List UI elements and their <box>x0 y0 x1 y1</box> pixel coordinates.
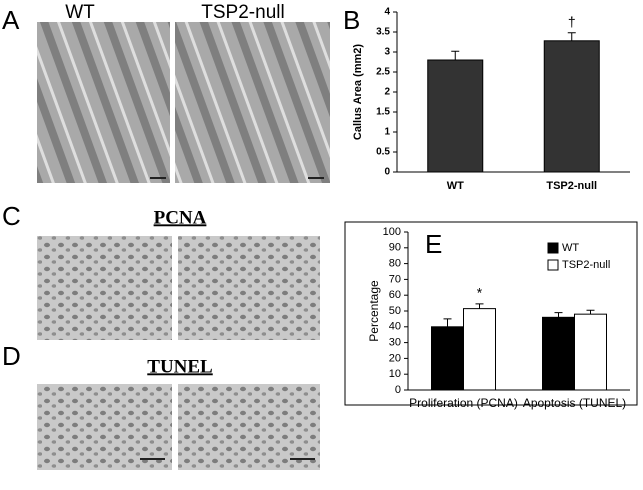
y-tick-label: 20 <box>389 352 401 364</box>
x-tick-label: Apoptosis (TUNEL) <box>523 396 626 410</box>
y-tick-label: 100 <box>383 226 401 238</box>
legend-swatch <box>547 242 559 254</box>
y-tick-label: 3 <box>384 47 390 58</box>
y-tick-label: 30 <box>389 337 401 349</box>
y-tick-label: 2.5 <box>376 67 390 78</box>
y-tick-label: 0.5 <box>376 147 390 158</box>
error-bar <box>475 303 484 309</box>
micrograph <box>37 236 172 340</box>
error-bar <box>586 309 595 315</box>
panel-label: A <box>2 5 20 35</box>
micrograph <box>37 384 172 470</box>
bar <box>574 313 607 391</box>
y-tick-label: 1 <box>384 127 390 138</box>
scale-bar <box>290 458 315 460</box>
y-tick-label: 0 <box>384 167 390 178</box>
panel-frame <box>344 221 638 406</box>
annotation: † <box>568 14 576 30</box>
y-tick-label: 1.5 <box>376 107 390 118</box>
bar <box>543 40 600 173</box>
y-tick-label: 90 <box>389 242 401 254</box>
panel-title: PCNA <box>154 207 207 228</box>
y-tick-label: 40 <box>389 321 401 333</box>
error-bar <box>451 50 460 60</box>
bar <box>542 316 575 391</box>
y-axis-label: Callus Area (mm2) <box>352 44 364 141</box>
micrograph <box>178 236 320 340</box>
bar <box>427 59 484 173</box>
y-tick-label: 10 <box>389 368 401 380</box>
panel-label: E <box>425 229 442 259</box>
y-tick-label: 80 <box>389 258 401 270</box>
bar <box>431 326 464 391</box>
error-bar <box>554 312 563 318</box>
legend-label: TSP2-null <box>562 259 610 271</box>
legend-label: WT <box>562 242 579 254</box>
micrograph <box>178 384 320 470</box>
panel-label: C <box>2 201 21 231</box>
error-bar <box>443 318 452 327</box>
y-tick-label: 2 <box>384 87 390 98</box>
annotation: * <box>477 285 483 301</box>
y-tick-label: 50 <box>389 305 401 317</box>
y-tick-label: 3.5 <box>376 27 390 38</box>
panel-label: B <box>343 5 360 35</box>
panel-label: D <box>2 341 21 371</box>
micrograph <box>37 22 170 183</box>
scale-bar <box>140 458 165 460</box>
image-label: TSP2-null <box>201 2 284 23</box>
y-tick-label: 70 <box>389 273 401 285</box>
x-tick-label: TSP2-null <box>546 180 597 192</box>
scale-bar <box>308 177 324 179</box>
y-tick-label: 60 <box>389 289 401 301</box>
y-tick-label: 4 <box>384 7 390 18</box>
scale-bar <box>150 177 166 179</box>
x-tick-label: WT <box>447 180 464 192</box>
y-tick-label: 0 <box>395 384 401 396</box>
y-axis-label: Percentage <box>367 280 381 342</box>
image-label: WT <box>65 2 95 23</box>
panel-title: TUNEL <box>147 356 212 377</box>
legend-swatch <box>547 259 559 271</box>
bar <box>463 308 496 391</box>
error-bar <box>567 32 576 41</box>
micrograph <box>175 22 330 183</box>
x-tick-label: Proliferation (PCNA) <box>409 396 518 410</box>
